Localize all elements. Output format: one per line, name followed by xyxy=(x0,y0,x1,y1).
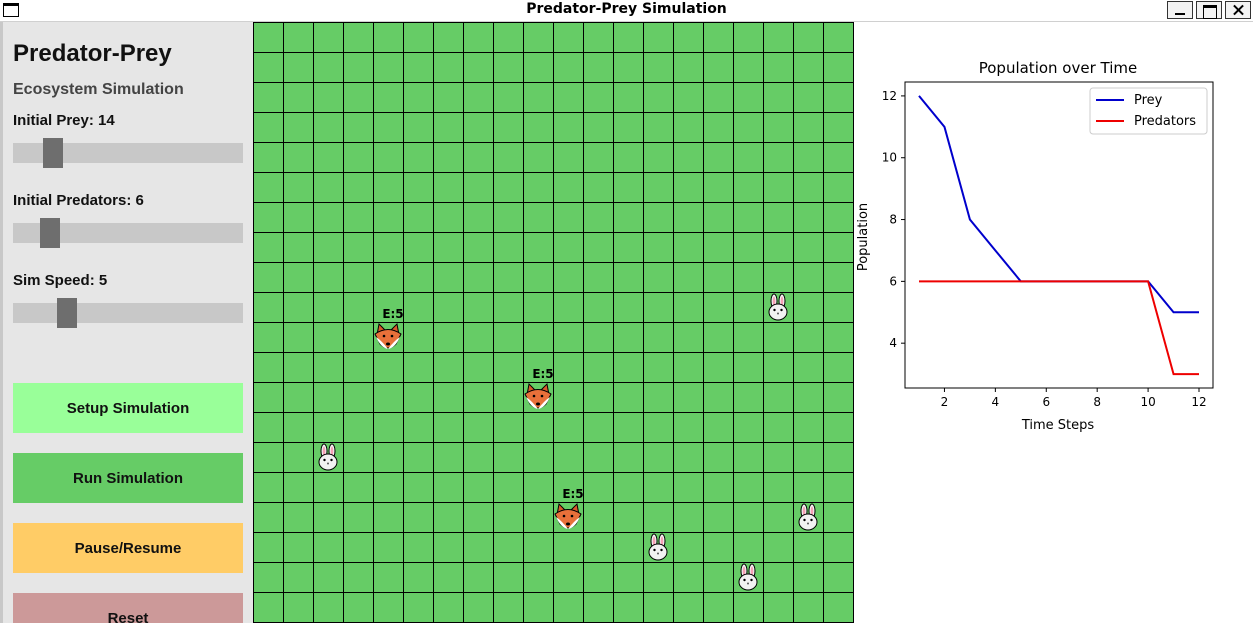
chart-legend: Prey Predators xyxy=(1089,87,1208,135)
chart-y-axis-label: Population xyxy=(856,203,871,271)
legend-entry-label: Predators xyxy=(1134,114,1196,129)
x-tick-label: 4 xyxy=(992,395,1000,409)
prey-rabbit[interactable] xyxy=(768,293,788,321)
population-chart: Population over Time Time Steps Populati… xyxy=(854,22,1253,623)
speed-slider-thumb[interactable] xyxy=(57,298,77,328)
y-tick-label: 12 xyxy=(882,89,897,103)
speed-slider[interactable] xyxy=(13,298,243,328)
window-icon xyxy=(3,3,19,17)
simulation-grid[interactable]: E:5 E:5 E:5 xyxy=(253,22,854,623)
predators-slider[interactable] xyxy=(13,218,243,248)
predators-slider-label: Initial Predators: 6 xyxy=(13,192,144,209)
x-tick-label: 12 xyxy=(1191,395,1206,409)
predator-fox[interactable] xyxy=(374,322,402,349)
x-tick-label: 6 xyxy=(1042,395,1050,409)
x-tick-label: 8 xyxy=(1093,395,1101,409)
prey-rabbit[interactable] xyxy=(318,443,338,471)
speed-slider-label: Sim Speed: 5 xyxy=(13,272,108,289)
panel-title: Predator-Prey xyxy=(13,40,172,67)
chart-title: Population over Time xyxy=(979,59,1138,77)
close-button[interactable] xyxy=(1225,1,1251,19)
y-tick-label: 4 xyxy=(889,336,897,350)
predator-energy-label: E:5 xyxy=(562,487,583,501)
prey-rabbit[interactable] xyxy=(738,563,758,591)
title-bar: Predator-Prey Simulation xyxy=(0,0,1253,22)
x-tick-label: 10 xyxy=(1140,395,1155,409)
prey-slider-label: Initial Prey: 14 xyxy=(13,112,115,129)
reset-button[interactable]: Reset xyxy=(13,593,243,623)
y-tick-label: 6 xyxy=(889,274,897,288)
x-tick-label: 2 xyxy=(941,395,949,409)
prey-rabbit[interactable] xyxy=(648,533,668,561)
window-title: Predator-Prey Simulation xyxy=(526,1,727,17)
minimize-button[interactable] xyxy=(1167,1,1193,19)
maximize-button[interactable] xyxy=(1196,1,1222,19)
grid-lines xyxy=(253,22,854,623)
prey-slider[interactable] xyxy=(13,138,243,168)
predator-fox[interactable] xyxy=(524,382,552,409)
run-simulation-button[interactable]: Run Simulation xyxy=(13,453,243,503)
panel-subtitle: Ecosystem Simulation xyxy=(13,81,184,98)
legend-entry-label: Prey xyxy=(1134,93,1163,108)
chart-x-axis-label: Time Steps xyxy=(1021,418,1095,433)
chart-plot-area: 2 4 6 8 10 12 4 6 8 10 12 Prey Predators xyxy=(882,81,1214,409)
predator-energy-label: E:5 xyxy=(532,367,553,381)
y-tick-label: 10 xyxy=(882,151,897,165)
control-panel: Predator-Prey Ecosystem Simulation Initi… xyxy=(0,22,253,623)
y-tick-label: 8 xyxy=(889,213,897,227)
prey-rabbit[interactable] xyxy=(798,503,818,531)
predators-slider-thumb[interactable] xyxy=(40,218,60,248)
predator-fox[interactable] xyxy=(554,502,582,529)
pause-resume-button[interactable]: Pause/Resume xyxy=(13,523,243,573)
chart-axes-frame xyxy=(904,81,1214,389)
setup-simulation-button[interactable]: Setup Simulation xyxy=(13,383,243,433)
prey-slider-thumb[interactable] xyxy=(43,138,63,168)
series-line-predators xyxy=(919,280,1199,376)
predator-energy-label: E:5 xyxy=(382,307,403,321)
